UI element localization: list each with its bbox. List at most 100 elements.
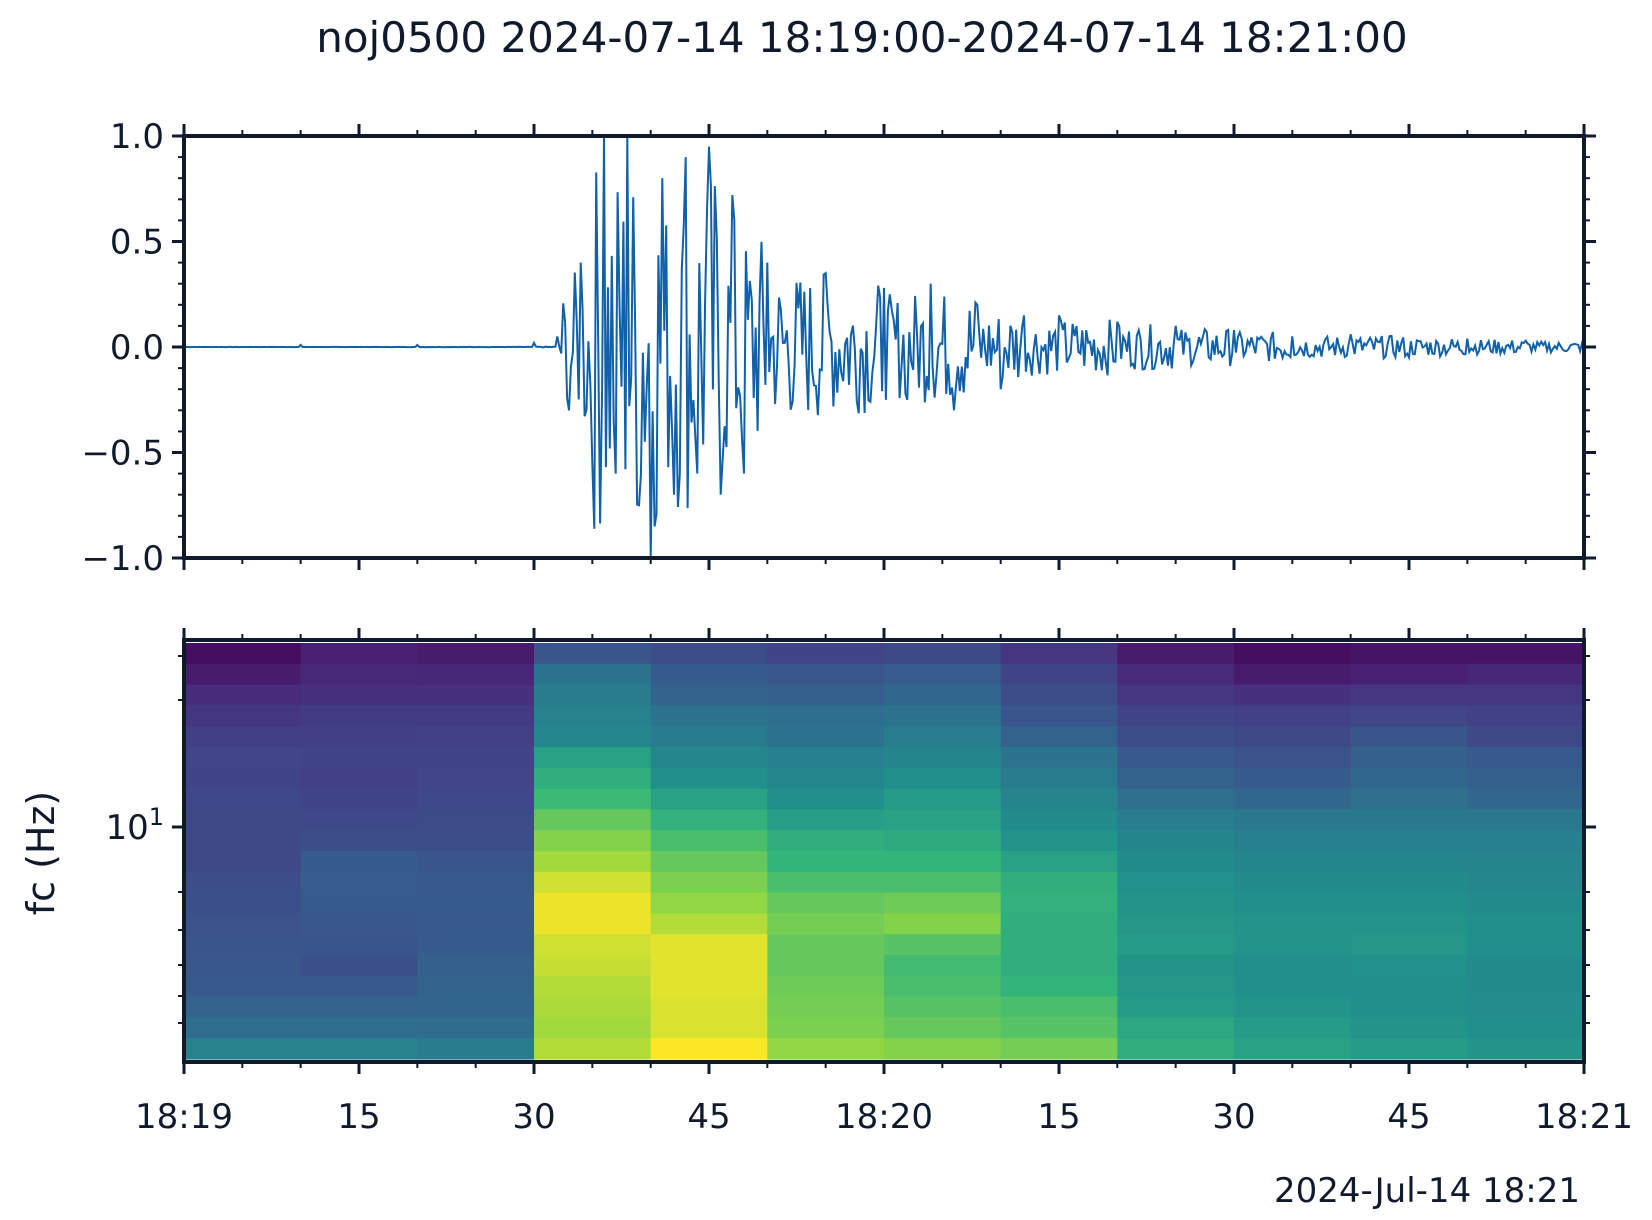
heatmap-cell — [1000, 767, 1118, 790]
heatmap-cell — [884, 643, 1002, 665]
heatmap-cell — [1350, 975, 1468, 998]
heatmap-cell — [1000, 726, 1118, 748]
heatmap-cell — [1350, 830, 1468, 852]
heatmap-cell — [1234, 1038, 1352, 1060]
heatmap-cell — [1000, 892, 1118, 914]
heatmap-cell — [884, 830, 1002, 852]
y-tick-label: 0.5 — [110, 223, 164, 263]
heatmap-cell — [534, 871, 652, 894]
heatmap-cell — [417, 871, 535, 894]
heatmap-cell — [1467, 934, 1585, 956]
heatmap-cell — [767, 788, 885, 810]
heatmap-cell — [884, 955, 1002, 977]
heatmap-cell — [1350, 643, 1468, 665]
heatmap-cell — [184, 767, 302, 790]
heatmap-cell — [1350, 934, 1468, 956]
heatmap-cell — [1117, 892, 1235, 914]
heatmap-cell — [650, 809, 768, 831]
heatmap-cell — [767, 871, 885, 894]
heatmap-cell — [1467, 871, 1585, 894]
heatmap-cell — [767, 684, 885, 706]
heatmap-cell — [184, 913, 302, 935]
heatmap-cell — [417, 747, 535, 769]
heatmap-cell — [1467, 788, 1585, 810]
heatmap-cell — [767, 726, 885, 748]
heatmap-cell — [1000, 663, 1118, 686]
heatmap-cell — [534, 955, 652, 977]
heatmap-cell — [300, 871, 418, 894]
heatmap-cell — [300, 892, 418, 914]
heatmap-cell — [417, 892, 535, 914]
heatmap-cell — [1117, 913, 1235, 935]
heatmap-cell — [884, 871, 1002, 894]
heatmap-cell — [1350, 663, 1468, 686]
heatmap-cell — [1117, 955, 1235, 977]
heatmap-cell — [1117, 788, 1235, 810]
heatmap-cell — [1000, 643, 1118, 665]
heatmap-cell — [1000, 809, 1118, 831]
heatmap-cell — [1234, 726, 1352, 748]
heatmap-cell — [184, 726, 302, 748]
heatmap-cell — [534, 643, 652, 665]
heatmap-cell — [1234, 767, 1352, 790]
x-tick-label: 30 — [1212, 1097, 1255, 1137]
heatmap-cell — [1467, 663, 1585, 686]
heatmap-cell — [1000, 788, 1118, 810]
heatmap-cell — [650, 1038, 768, 1060]
heatmap-cell — [1234, 892, 1352, 914]
x-tick-label: 15 — [337, 1097, 380, 1137]
heatmap-cell — [184, 809, 302, 831]
x-tick-label: 18:21 — [1535, 1097, 1633, 1137]
heatmap-cell — [300, 747, 418, 769]
heatmap-cell — [1350, 788, 1468, 810]
heatmap-cell — [1467, 767, 1585, 790]
heatmap-cell — [767, 913, 885, 935]
heatmap-cell — [884, 1038, 1002, 1060]
heatmap-cell — [1117, 809, 1235, 831]
y-tick-label: −0.5 — [81, 434, 164, 474]
heatmap-cell — [767, 767, 885, 790]
heatmap-cell — [767, 747, 885, 769]
y-tick-label: 101 — [105, 803, 164, 848]
heatmap-cell — [1467, 747, 1585, 769]
heatmap-cell — [1117, 830, 1235, 852]
heatmap-cell — [300, 975, 418, 998]
heatmap-cell — [300, 996, 418, 1018]
heatmap-cell — [1350, 705, 1468, 727]
heatmap-cell — [184, 975, 302, 998]
heatmap-cell — [1117, 726, 1235, 748]
heatmap-cell — [534, 892, 652, 914]
heatmap-cell — [650, 996, 768, 1018]
heatmap-cell — [534, 705, 652, 727]
heatmap-cell — [650, 955, 768, 977]
heatmap-cell — [534, 809, 652, 831]
heatmap-cell — [650, 975, 768, 998]
heatmap-cell — [184, 1038, 302, 1060]
heatmap-cell — [534, 1038, 652, 1060]
heatmap-cell — [650, 851, 768, 873]
heatmap-cell — [300, 830, 418, 852]
heatmap-cell — [1000, 975, 1118, 998]
heatmap-cell — [767, 1038, 885, 1060]
heatmap-cell — [1000, 1017, 1118, 1039]
y-tick-label: −1.0 — [81, 539, 164, 579]
x-tick-label: 45 — [1387, 1097, 1430, 1137]
heatmap-cell — [884, 726, 1002, 748]
heatmap-cell — [300, 955, 418, 977]
heatmap-cell — [884, 975, 1002, 998]
heatmap-cell — [1000, 955, 1118, 977]
x-tick-label: 18:20 — [835, 1097, 933, 1137]
heatmap-cell — [884, 809, 1002, 831]
heatmap-cell — [1000, 830, 1118, 852]
heatmap-cell — [1467, 684, 1585, 706]
heatmap-cell — [1350, 1038, 1468, 1060]
heatmap-cell — [1350, 1017, 1468, 1039]
heatmap-cell — [184, 747, 302, 769]
x-tick-label: 30 — [512, 1097, 555, 1137]
heatmap-cell — [1117, 934, 1235, 956]
heatmap-cell — [300, 643, 418, 665]
heatmap-cell — [1117, 996, 1235, 1018]
heatmap-cell — [1467, 1017, 1585, 1039]
heatmap-cell — [1350, 726, 1468, 748]
heatmap-cell — [1117, 1038, 1235, 1060]
